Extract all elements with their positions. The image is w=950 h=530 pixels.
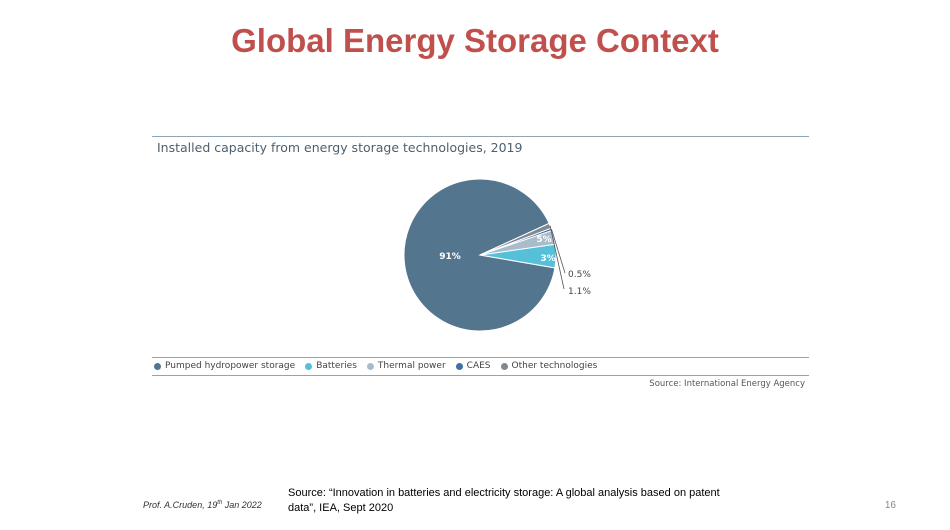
source-line-2: data”, IEA, Sept 2020 [288, 502, 394, 514]
slide-source: Source: “Innovation in batteries and ele… [288, 486, 748, 516]
source-line-1: Source: “Innovation in batteries and ele… [288, 487, 720, 499]
legend-bottom-rule [152, 375, 809, 376]
legend-item-2: Thermal power [366, 361, 446, 371]
author-date: Jan 2022 [222, 500, 262, 510]
legend-label-2: Thermal power [377, 361, 446, 371]
data-label-1: 5% [536, 235, 551, 245]
data-label-4: 1.1% [568, 287, 591, 297]
chart-source: Source: International Energy Agency [649, 379, 805, 389]
leader-line-4 [549, 225, 565, 290]
author-name: Prof. A.Cruden, 19 [143, 500, 218, 510]
chart-container: Installed capacity from energy storage t… [152, 136, 809, 396]
legend-item-4: Other technologies [500, 361, 598, 371]
chart-title: Installed capacity from energy storage t… [157, 140, 523, 155]
data-label-0: 91% [439, 252, 461, 262]
author-credit: Prof. A.Cruden, 19th Jan 2022 [143, 500, 262, 510]
legend-label-1: Batteries [316, 361, 357, 371]
legend-swatch-1 [305, 362, 313, 370]
legend-label-4: Other technologies [511, 361, 598, 371]
legend-swatch-3 [455, 362, 463, 370]
legend-swatch-0 [154, 362, 161, 370]
legend-label-3: CAES [466, 361, 491, 371]
chart-legend: Pumped hydropower storage Batteries Therma… [154, 361, 607, 371]
legend-item-0: Pumped hydropower storage [154, 361, 295, 371]
chart-top-rule [152, 136, 809, 137]
legend-swatch-4 [500, 362, 508, 370]
pie-slice-0 [403, 178, 556, 332]
legend-top-rule [152, 357, 809, 358]
legend-item-1: Batteries [305, 361, 357, 371]
page-number: 16 [884, 500, 896, 511]
leader-line-3 [551, 229, 566, 274]
pie-chart: 91% 5% 3% 0.5% 1.1% [403, 178, 591, 332]
data-label-2: 3% [540, 254, 555, 264]
author-date-suffix: th [217, 500, 223, 506]
legend-item-3: CAES [455, 361, 491, 371]
legend-label-0: Pumped hydropower storage [165, 361, 296, 371]
legend-swatch-2 [366, 362, 374, 370]
data-label-3: 0.5% [568, 270, 591, 280]
slide-title: Global Energy Storage Context [231, 22, 719, 59]
